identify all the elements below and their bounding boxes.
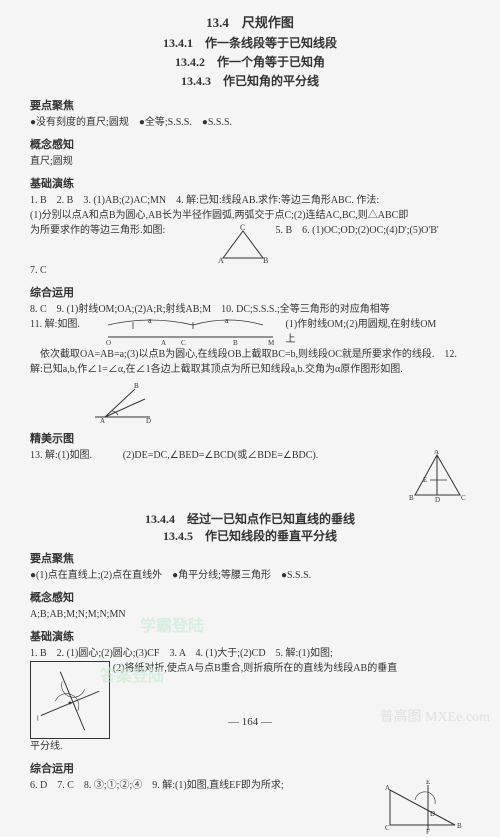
jichu2-answer-1: 1. B 2. (1)圆心;(2)圆心;(3)CF 3. A 4. (1)大于;… <box>30 646 470 661</box>
jingcai-answer-2: (2)DE=DC,∠BED=∠BCD(或∠BDE=∠BDC). <box>123 448 393 463</box>
section2-title-2: 13.4.5 作已知线段的垂直平分线 <box>30 527 470 544</box>
watermark-2: 答案登陆 <box>100 662 164 686</box>
svg-text:D: D <box>146 417 151 424</box>
main-title: 13.4 尺规作图 <box>30 12 470 31</box>
jichu-answer-1: 1. B 2. B 3. (1)AB;(2)AC;MN 4. 解:已知:线段AB… <box>30 193 470 208</box>
svg-text:D: D <box>435 496 440 502</box>
line-segment-diagram-icon: a a O A C B M <box>103 317 283 345</box>
jichu-answer-3: 为所要求作的等边三角形.如图: <box>30 223 210 238</box>
svg-text:a: a <box>225 317 229 325</box>
gainian-content-1: 直尺;圆规 <box>30 154 470 169</box>
subtitle-1: 13.4.1 作一条线段等于已知线段 <box>30 34 470 51</box>
subtitle-3: 13.4.3 作已知角的平分线 <box>30 72 470 89</box>
svg-text:O: O <box>106 339 111 345</box>
jichu-answer-4: 5. B 6. (1)OC;OD;(2)OC;(4)D';(5)O'B' <box>276 223 446 238</box>
svg-text:C: C <box>385 824 390 832</box>
svg-text:B: B <box>457 822 462 830</box>
zonghe-answer-3: (1)作射线OM;(2)用圆规,在射线OM上 <box>286 317 446 347</box>
zonghe-answer-2: 11. 解:如图. <box>30 317 100 332</box>
jichu-answer-2: (1)分别以点A和点B为圆心,AB长为半径作圆弧,两弧交于点C;(2)连结AC,… <box>30 208 470 223</box>
svg-text:D: D <box>430 810 435 818</box>
svg-text:B: B <box>263 256 268 263</box>
svg-text:A: A <box>385 784 390 792</box>
yaodian-label-2: 要点聚焦 <box>30 550 470 566</box>
yaodian-label-1: 要点聚焦 <box>30 97 470 113</box>
svg-text:B: B <box>134 382 139 390</box>
watermark-1: 学霸登陆 <box>140 612 204 636</box>
svg-text:E: E <box>426 780 430 786</box>
zonghe-label-1: 综合运用 <box>30 284 470 300</box>
svg-text:A: A <box>100 417 105 424</box>
yaodian-content-1: ●没有刻度的直尺;圆规 ●全等;S.S.S. ●S.S.S. <box>30 115 470 130</box>
svg-text:E: E <box>423 476 427 484</box>
svg-text:C: C <box>461 494 466 502</box>
triangle-diagram-icon: C A B <box>213 223 273 263</box>
svg-text:C: C <box>181 339 186 345</box>
svg-text:A: A <box>161 339 166 345</box>
zonghe-answer-1: 8. C 9. (1)射线OM;OA;(2)A;R;射线AB;M 10. DC;… <box>30 302 470 317</box>
subtitle-2: 13.4.2 作一个角等于已知角 <box>30 53 470 70</box>
gainian-label-2: 概念感知 <box>30 589 470 605</box>
triangle-bisector-diagram-icon: A B C D E <box>405 450 470 502</box>
section2-title-1: 13.4.4 经过一已知点作已知直线的垂线 <box>30 510 470 527</box>
jichu2-answer-3: 平分线. <box>30 739 470 754</box>
zonghe2-answer-1: 6. D 7. C 8. ③;①;②;④ 9. 解:(1)如图,直线EF即为所求… <box>30 778 330 793</box>
svg-text:M: M <box>268 339 275 345</box>
jingcai-answer-1: 13. 解:(1)如图. <box>30 448 120 463</box>
svg-text:B: B <box>409 494 414 502</box>
svg-text:F: F <box>426 828 430 835</box>
svg-text:B: B <box>233 339 238 345</box>
gainian-content-2: A;B;AB;M;N;M;N;MN <box>30 607 470 622</box>
jichu-answer-5: 7. C <box>30 263 470 278</box>
angle-diagram-icon: A D B <box>90 379 160 424</box>
zonghe-answer-4: 依次截取OA=AB=a;(3)以点B为圆心,在线段OB上截取BC=b,则线段OC… <box>30 347 470 377</box>
jichu-label-1: 基础演练 <box>30 175 470 191</box>
zonghe-label-2: 综合运用 <box>30 760 470 776</box>
jingcai-label: 精美示图 <box>30 430 470 446</box>
page-number: — 164 — <box>0 716 500 728</box>
jichu-label-2: 基础演练 <box>30 628 470 644</box>
svg-text:a: a <box>148 317 152 325</box>
gainian-label-1: 概念感知 <box>30 136 470 152</box>
svg-text:A: A <box>218 256 224 263</box>
yaodian-content-2: ●(1)点在直线上;(2)点在直线外 ●角平分线;等腰三角形 ●S.S.S. <box>30 568 470 583</box>
svg-text:C: C <box>240 223 245 232</box>
svg-text:A: A <box>434 450 439 456</box>
triangle-ef-diagram-icon: A B C E D F <box>380 780 470 835</box>
